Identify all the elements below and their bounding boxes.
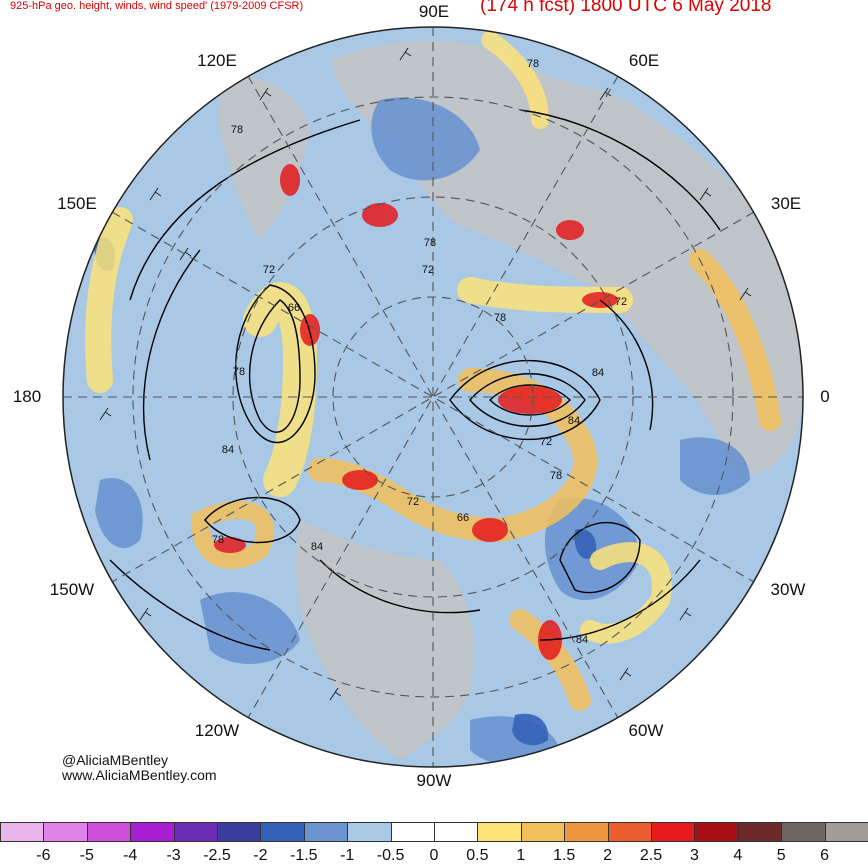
contour-label: 84 [591,367,605,379]
contour-label: 72 [539,436,553,448]
colorbar-tick-label: -2 [253,847,268,864]
contour-label: 72 [421,264,435,276]
lon-label-150e: 150E [57,194,97,213]
lon-label-30w: 30W [770,580,806,599]
map-disk [63,27,803,767]
lon-label-60e: 60E [628,51,660,70]
lon-label-180: 180 [12,387,42,406]
colorbar-cell [434,822,479,842]
colorbar-cell [217,822,262,842]
colorbar-cell [477,822,522,842]
colorbar-tick-label: -3 [166,847,181,864]
contour-label: 78 [493,312,507,324]
colorbar-cell [564,822,609,842]
colorbar-tick-label: 1 [516,847,526,864]
colorbar-cell [347,822,392,842]
colorbar-cell [303,822,349,842]
contour-label: 78 [232,366,246,378]
colorbar-cell [173,822,218,842]
map-title-right: (174 h fcst) 1800 UTC 6 May 2018 [480,0,772,16]
contour-label: 66 [456,512,470,524]
contour-label: 84 [221,444,235,456]
lon-label-60w: 60W [628,721,664,740]
contour-label: 78 [211,534,225,546]
credit-handle: @AliciaMBentley [62,752,169,768]
colorbar-cell [520,822,566,842]
contour-label: 78 [549,470,563,482]
colorbar-tick-label: 0.5 [466,847,489,864]
credit-url: www.AliciaMBentley.com [62,767,217,783]
graticule [63,27,803,767]
colorbar-tick-label: 3 [689,847,699,864]
colorbar-tick-label: -6 [36,847,51,864]
height-contours [109,109,721,651]
colorbar-tick-label: -5 [79,847,94,864]
contour-label: 84 [567,415,581,427]
colorbar-cell [390,822,435,842]
colorbar-tick-label: -1.5 [290,847,318,864]
colorbar-cell [694,822,739,842]
colorbar-tick-label: 0 [429,847,439,864]
contour-label: 84 [310,541,324,553]
colorbar-cell [43,822,88,842]
colorbar-tick-label: -1 [340,847,355,864]
lon-label-0: 0 [820,387,830,406]
colorbar-cell [781,822,826,842]
contour-label: 66 [287,302,301,314]
colorbar-cell [607,822,652,842]
colorbar-tick-label: 6 [820,847,830,864]
colorbar-cell [86,822,132,842]
contour-label: 72 [614,296,628,308]
lon-label-150w: 150W [49,580,95,599]
colorbar-cell [260,822,305,842]
colorbar-tick-label: -4 [123,847,138,864]
colorbar-tick-label: 2.5 [639,847,663,864]
colorbar-tick-label: 2 [603,847,613,864]
lon-label-30e: 30E [770,194,802,213]
contour-label: 78 [230,124,244,136]
colorbar-cell [651,822,696,842]
contour-label: 72 [406,496,420,508]
colorbar-tick-label: -0.5 [376,847,405,864]
lon-label-120w: 120W [194,721,240,740]
contour-label: 72 [262,264,276,276]
map-title-left: 925-hPa geo. height, winds, wind speed' … [10,0,304,12]
colorbar-tick-label: -2.5 [203,847,231,864]
wind-barbs [99,47,752,701]
lon-label-120e: 120E [197,51,237,70]
map-boundary [62,26,804,768]
lon-label-90w: 90W [416,771,452,790]
colorbar-cell [737,822,783,842]
colorbar-cell [824,822,868,842]
contour-label: 78 [423,237,437,249]
contour-label: 78 [526,58,540,70]
colorbar-tick-label: 5 [776,847,786,864]
colorbar-cell [0,822,45,842]
colorbar [0,822,868,844]
contour-label: 84 [575,634,589,646]
lon-label-90e: 90E [418,2,450,21]
colorbar-tick-label: 1.5 [553,847,576,864]
colorbar-tick-label: 4 [733,847,743,864]
colorbar-cell [130,822,175,842]
